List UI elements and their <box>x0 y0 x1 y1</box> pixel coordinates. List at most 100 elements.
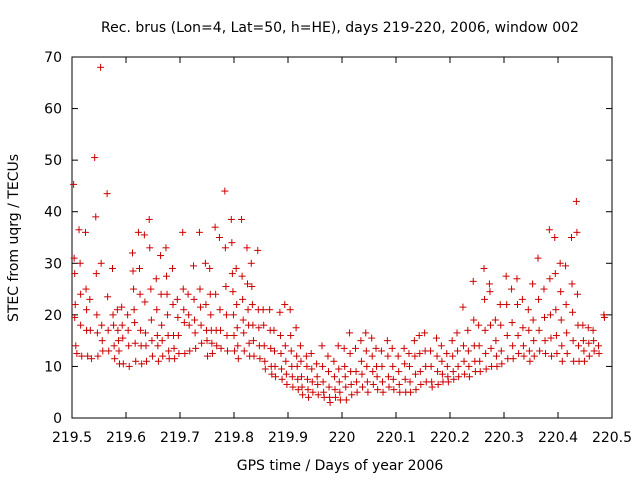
data-point <box>128 249 136 257</box>
data-point <box>449 352 457 360</box>
data-point <box>247 259 255 267</box>
data-point <box>486 288 494 296</box>
data-point <box>130 306 138 314</box>
data-point <box>334 342 342 350</box>
data-point <box>438 370 446 378</box>
data-point <box>113 306 121 314</box>
data-point <box>162 244 170 252</box>
data-point <box>163 272 170 280</box>
data-point <box>595 350 603 358</box>
data-point <box>434 380 442 388</box>
data-point <box>152 275 160 283</box>
data-point <box>406 362 413 370</box>
y-tick-label: 70 <box>44 50 62 66</box>
data-point <box>464 326 472 334</box>
data-point <box>357 357 365 365</box>
data-point <box>443 362 451 370</box>
data-point <box>579 337 587 345</box>
data-point <box>319 362 327 370</box>
data-point <box>208 350 216 358</box>
data-point <box>389 362 397 370</box>
data-point <box>221 187 229 195</box>
data-point <box>481 295 489 303</box>
data-point <box>125 342 133 350</box>
data-point <box>509 355 517 363</box>
data-point <box>346 350 354 358</box>
data-point <box>142 342 150 350</box>
data-point <box>261 365 269 373</box>
data-point <box>271 362 279 370</box>
data-point <box>223 331 231 339</box>
data-point <box>535 295 543 303</box>
data-point <box>519 324 527 332</box>
data-point <box>453 329 461 337</box>
data-point <box>359 383 367 391</box>
data-point <box>353 388 361 396</box>
data-point <box>460 357 468 365</box>
x-axis-label: GPS time / Days of year 2006 <box>237 458 444 474</box>
data-point <box>213 342 221 350</box>
data-point <box>340 344 348 352</box>
data-point <box>119 360 127 368</box>
data-point <box>412 386 420 394</box>
data-point <box>276 331 284 339</box>
data-point <box>141 329 149 337</box>
data-point <box>190 262 197 270</box>
data-point <box>276 308 284 316</box>
data-point <box>130 285 138 293</box>
x-tick-label: 220.3 <box>484 430 524 446</box>
x-tick-label: 220.1 <box>376 430 416 446</box>
data-point <box>190 295 198 303</box>
data-point <box>288 373 296 381</box>
data-point <box>222 311 230 319</box>
data-point <box>180 319 188 327</box>
data-point <box>487 344 495 352</box>
data-point <box>335 365 343 373</box>
data-point <box>103 190 111 198</box>
data-point <box>208 339 216 347</box>
data-point <box>547 334 555 342</box>
data-point <box>590 337 598 345</box>
data-point <box>238 215 246 223</box>
data-point <box>98 321 106 329</box>
data-point <box>465 362 473 370</box>
data-point <box>185 321 193 329</box>
data-point <box>76 259 84 267</box>
data-point <box>548 352 556 360</box>
data-point <box>529 280 537 288</box>
data-point <box>228 239 236 247</box>
data-point <box>530 352 538 360</box>
data-point <box>254 246 262 254</box>
data-point <box>563 329 571 337</box>
data-point <box>444 373 452 381</box>
data-point <box>541 313 548 321</box>
data-point <box>148 337 156 345</box>
data-point <box>168 264 176 272</box>
data-point <box>410 337 418 345</box>
data-point <box>244 306 252 314</box>
data-point <box>557 288 565 296</box>
data-point <box>289 383 297 391</box>
data-point <box>240 329 248 337</box>
data-point <box>388 344 396 352</box>
data-point <box>86 295 94 303</box>
data-point <box>496 301 504 309</box>
data-point <box>469 277 477 285</box>
data-point <box>330 357 338 365</box>
data-point <box>129 267 137 275</box>
data-point <box>248 282 256 290</box>
data-point <box>261 357 269 365</box>
data-point <box>461 370 469 378</box>
data-point <box>411 370 419 378</box>
data-point <box>233 301 241 309</box>
data-point <box>215 234 223 241</box>
data-point <box>384 373 392 381</box>
data-point <box>460 342 467 350</box>
data-point <box>509 342 517 350</box>
data-point <box>174 331 182 339</box>
data-point <box>277 350 285 358</box>
data-point <box>255 324 263 332</box>
data-point <box>191 316 199 324</box>
data-point <box>465 373 473 381</box>
data-point <box>286 306 294 314</box>
